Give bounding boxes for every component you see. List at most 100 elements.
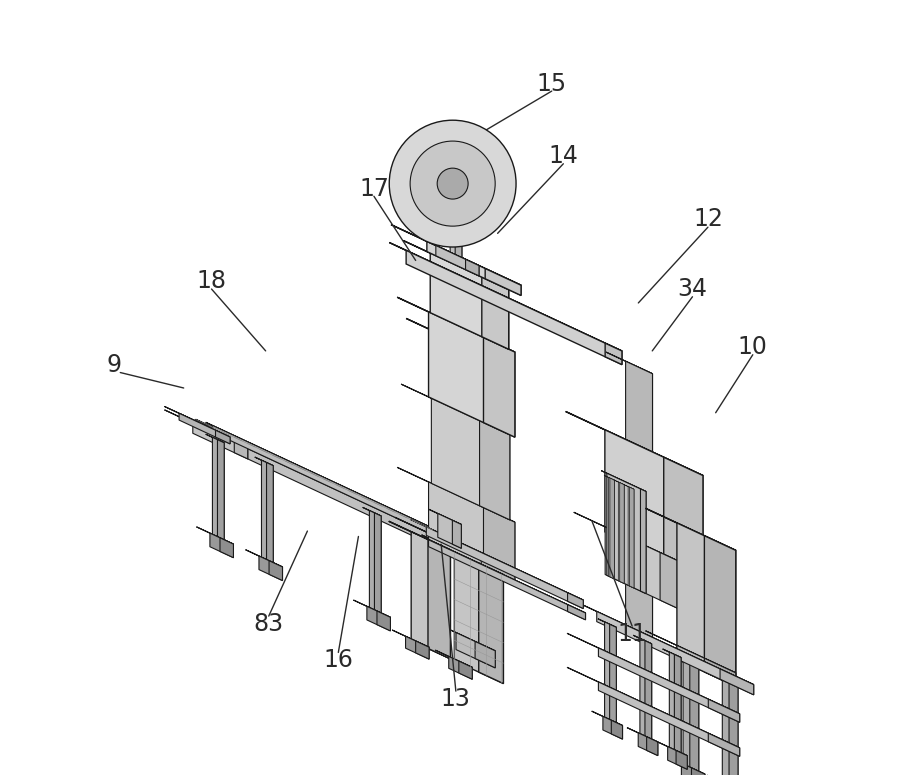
Polygon shape <box>216 430 230 444</box>
Polygon shape <box>708 733 740 757</box>
Polygon shape <box>432 179 438 247</box>
Polygon shape <box>670 652 682 754</box>
Polygon shape <box>484 338 515 437</box>
Polygon shape <box>165 407 230 437</box>
Polygon shape <box>674 654 699 666</box>
Polygon shape <box>255 457 274 466</box>
Polygon shape <box>422 174 438 182</box>
Polygon shape <box>192 420 248 459</box>
Polygon shape <box>411 532 450 659</box>
Polygon shape <box>428 533 515 584</box>
Polygon shape <box>426 634 449 658</box>
Polygon shape <box>428 312 515 437</box>
Polygon shape <box>266 462 274 564</box>
Polygon shape <box>428 482 515 573</box>
Polygon shape <box>610 478 614 579</box>
Polygon shape <box>599 648 740 722</box>
Polygon shape <box>475 642 495 668</box>
Polygon shape <box>430 540 504 575</box>
Polygon shape <box>567 667 740 748</box>
Polygon shape <box>246 549 283 567</box>
Polygon shape <box>480 421 510 520</box>
Polygon shape <box>390 243 622 351</box>
Polygon shape <box>638 733 658 756</box>
Polygon shape <box>668 757 705 774</box>
Polygon shape <box>450 205 462 258</box>
Polygon shape <box>647 736 658 756</box>
Polygon shape <box>612 720 623 739</box>
Polygon shape <box>682 763 705 776</box>
Polygon shape <box>720 669 753 695</box>
Text: 10: 10 <box>738 335 768 359</box>
Polygon shape <box>604 622 616 724</box>
Polygon shape <box>205 435 224 443</box>
Polygon shape <box>437 514 461 549</box>
Polygon shape <box>248 449 463 559</box>
Polygon shape <box>430 253 508 349</box>
Polygon shape <box>705 658 736 687</box>
Polygon shape <box>375 513 381 615</box>
Polygon shape <box>405 636 429 659</box>
Circle shape <box>390 120 516 247</box>
Polygon shape <box>620 483 624 584</box>
Polygon shape <box>397 297 515 352</box>
Polygon shape <box>403 241 508 289</box>
Polygon shape <box>604 476 614 480</box>
Polygon shape <box>436 650 472 667</box>
Polygon shape <box>677 646 736 687</box>
Polygon shape <box>605 343 622 365</box>
Polygon shape <box>646 508 736 550</box>
Polygon shape <box>640 489 646 594</box>
Polygon shape <box>428 540 586 620</box>
Polygon shape <box>455 207 462 258</box>
Polygon shape <box>625 361 652 637</box>
Text: 12: 12 <box>693 207 723 231</box>
Polygon shape <box>662 649 682 657</box>
Text: 16: 16 <box>323 648 354 672</box>
Polygon shape <box>705 535 736 687</box>
Text: 11: 11 <box>617 622 647 646</box>
Polygon shape <box>443 540 463 559</box>
Polygon shape <box>446 182 460 189</box>
Polygon shape <box>401 384 510 435</box>
Polygon shape <box>436 639 449 658</box>
Polygon shape <box>354 600 391 617</box>
Text: 17: 17 <box>359 176 389 200</box>
Text: 14: 14 <box>548 144 578 168</box>
Circle shape <box>410 141 495 226</box>
Polygon shape <box>227 439 463 549</box>
Polygon shape <box>426 241 521 296</box>
Polygon shape <box>363 508 381 516</box>
Polygon shape <box>179 414 230 444</box>
Text: 9: 9 <box>107 353 122 377</box>
Polygon shape <box>391 224 521 286</box>
Polygon shape <box>722 677 738 776</box>
Polygon shape <box>429 509 461 525</box>
Polygon shape <box>565 411 703 476</box>
Polygon shape <box>397 467 515 522</box>
Text: 83: 83 <box>253 611 284 636</box>
Polygon shape <box>367 606 391 631</box>
Polygon shape <box>567 605 586 620</box>
Polygon shape <box>217 440 224 542</box>
Polygon shape <box>708 699 740 722</box>
Polygon shape <box>613 480 624 485</box>
Polygon shape <box>605 527 692 615</box>
Polygon shape <box>165 410 230 441</box>
Polygon shape <box>676 750 687 769</box>
Polygon shape <box>427 177 438 247</box>
Polygon shape <box>605 430 703 577</box>
Polygon shape <box>210 533 233 558</box>
Polygon shape <box>683 659 699 774</box>
Polygon shape <box>646 631 736 673</box>
Polygon shape <box>434 331 505 569</box>
Polygon shape <box>618 482 624 584</box>
Polygon shape <box>674 654 682 754</box>
Polygon shape <box>195 419 431 529</box>
Polygon shape <box>436 245 479 275</box>
Polygon shape <box>422 535 440 543</box>
Polygon shape <box>459 661 472 679</box>
Polygon shape <box>428 538 440 642</box>
Polygon shape <box>482 277 508 349</box>
Polygon shape <box>431 398 510 520</box>
